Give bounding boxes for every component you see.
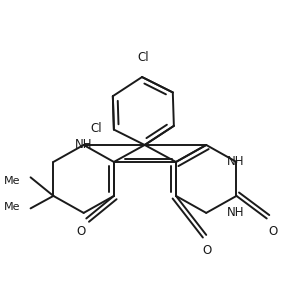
Text: O: O	[77, 225, 86, 238]
Text: NH: NH	[75, 138, 92, 150]
Text: Me: Me	[4, 202, 20, 212]
Text: NH: NH	[226, 155, 244, 168]
Text: O: O	[202, 244, 211, 257]
Text: Me: Me	[4, 176, 20, 186]
Text: Cl: Cl	[138, 51, 149, 64]
Text: NH: NH	[226, 206, 244, 219]
Text: O: O	[268, 225, 277, 238]
Text: Cl: Cl	[90, 122, 102, 135]
